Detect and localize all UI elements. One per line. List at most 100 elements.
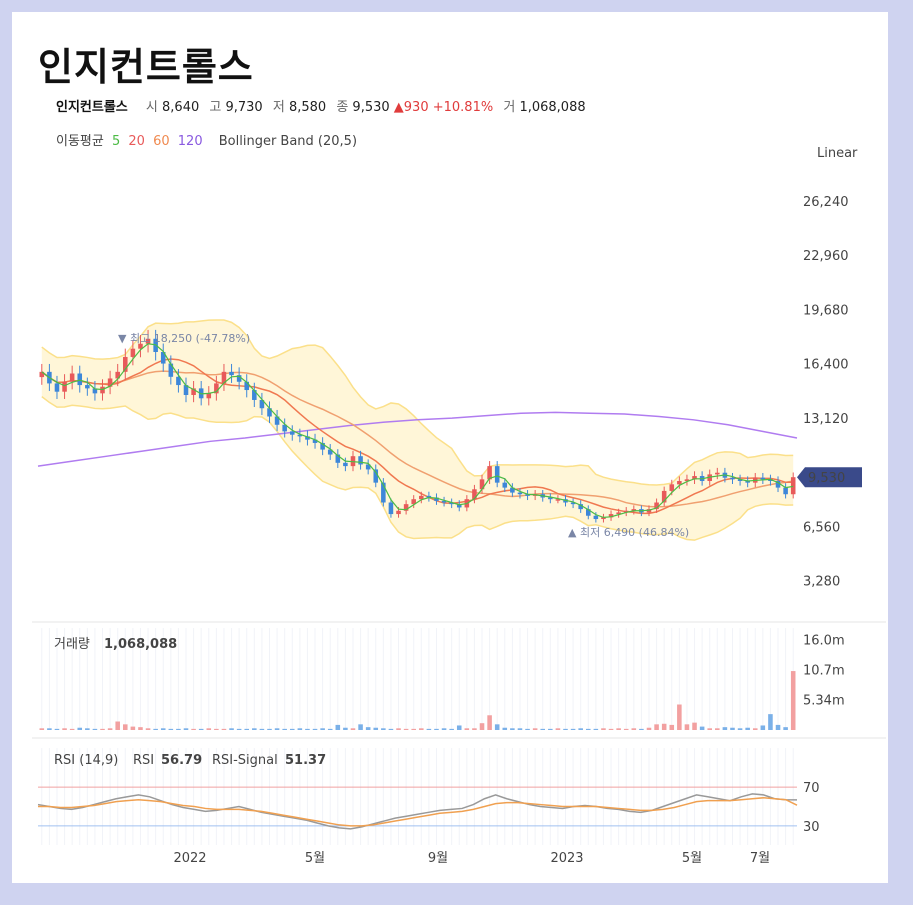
candle-body: [327, 449, 333, 455]
candle-body: [365, 464, 371, 470]
price-axis-tick: 19,680: [803, 303, 849, 318]
volume-bar: [388, 728, 394, 730]
page-title: 인지컨트롤스: [38, 45, 254, 89]
ma60-period[interactable]: 60: [153, 134, 170, 149]
volume-bar: [267, 728, 272, 730]
volume-bar: [494, 724, 500, 730]
candle-body: [206, 393, 212, 399]
candle-body: [601, 517, 606, 520]
volume-panel-value: 1,068,088: [104, 637, 177, 652]
open-label: 시: [145, 100, 158, 115]
volume-bar: [715, 728, 720, 730]
rsi-value: 56.79: [161, 753, 202, 768]
volume-bar: [677, 704, 682, 730]
volume-bar: [585, 728, 591, 730]
rsi-signal-name: RSI-Signal: [212, 753, 278, 768]
candle-body: [790, 477, 796, 495]
candle-body: [259, 399, 265, 409]
candle-body: [631, 509, 637, 511]
price-axis-tick: 6,560: [803, 520, 840, 535]
volume-bar: [411, 728, 416, 730]
volume-bar: [745, 727, 750, 730]
volume-bar: [775, 724, 781, 730]
candle-body: [62, 381, 67, 392]
volume-bar: [244, 728, 250, 730]
price-axis-tick: 22,960: [803, 249, 849, 264]
indicator-legend: 이동평균 5 20 60 120 Bollinger Band (20,5): [56, 130, 361, 149]
candle-body: [85, 385, 90, 389]
candle-body: [282, 424, 287, 432]
volume-bar: [85, 728, 90, 730]
candle-body: [69, 373, 75, 382]
candle-body: [305, 436, 310, 440]
candle-body: [570, 502, 576, 505]
volume-bar: [608, 728, 614, 730]
ma5-period[interactable]: 5: [111, 134, 121, 149]
candle-body: [77, 373, 83, 386]
candle-body: [236, 375, 242, 382]
candle-body: [548, 497, 553, 500]
volume-bar: [54, 728, 60, 730]
volume-bar: [335, 724, 341, 730]
volume-bar: [191, 728, 196, 730]
volume-bar: [593, 728, 599, 730]
volume-bar: [350, 728, 356, 730]
candle-body: [426, 495, 432, 498]
volume-bar: [548, 728, 553, 730]
candle-body: [494, 466, 500, 483]
volume-bar: [654, 724, 659, 730]
ma20-period[interactable]: 20: [128, 134, 145, 149]
price-axis-tick: 26,240: [803, 195, 849, 210]
candle-body: [555, 499, 561, 501]
volume-bar: [214, 728, 219, 730]
volume-bar: [760, 725, 766, 730]
candle-body: [593, 515, 599, 520]
volume-bar: [532, 728, 538, 730]
candle-body: [419, 495, 424, 500]
volume-bar: [107, 728, 113, 730]
bollinger-label[interactable]: Bollinger Band (20,5): [218, 134, 358, 149]
candle-body: [768, 479, 773, 481]
candle-body: [737, 479, 743, 481]
candle-body: [130, 348, 136, 357]
volume-bar: [639, 728, 644, 730]
candle-body: [434, 497, 439, 501]
last-price-tag: [797, 467, 862, 488]
candle-body: [191, 388, 196, 395]
candle-body: [585, 509, 591, 516]
volume-panel-label: 거래량: [54, 637, 90, 652]
volume-bar: [525, 728, 530, 730]
volume-bar: [327, 728, 333, 730]
volume-bar: [206, 728, 212, 730]
volume-bar: [77, 727, 83, 730]
candle-body: [578, 504, 583, 510]
rsi-line: [37, 793, 798, 830]
volume-bar: [381, 728, 386, 730]
candle-body: [123, 356, 128, 372]
volume-bar: [479, 723, 485, 730]
candle-body: [472, 489, 477, 500]
bollinger-lower-line: [41, 396, 794, 541]
low-annotation: ▲ 최저 6,490 (46.84%): [568, 526, 689, 539]
volume-bar: [616, 728, 621, 730]
candle-body: [320, 442, 325, 450]
candle-body: [115, 371, 120, 379]
price-axis-tick: 16,400: [803, 358, 849, 373]
candle-body: [252, 390, 257, 400]
volume-bar: [502, 727, 508, 730]
candle-body: [221, 371, 227, 384]
volume-bar: [570, 728, 576, 730]
ma20-line: [41, 358, 794, 515]
volume-bar: [221, 728, 227, 730]
scale-toggle[interactable]: Linear: [817, 146, 858, 161]
rsi-signal-line: [38, 797, 798, 827]
candle-body: [608, 514, 614, 518]
volume-bar: [722, 727, 728, 730]
volume-bar: [183, 728, 189, 730]
candle-body: [396, 510, 401, 515]
candle-body: [715, 472, 720, 475]
volume-value: 1,068,088: [519, 100, 586, 115]
ma120-period[interactable]: 120: [177, 134, 203, 149]
quote-bar: 인지컨트롤스 시 8,640 고 9,730 저 8,580 종 9,530 ▲…: [56, 96, 586, 115]
